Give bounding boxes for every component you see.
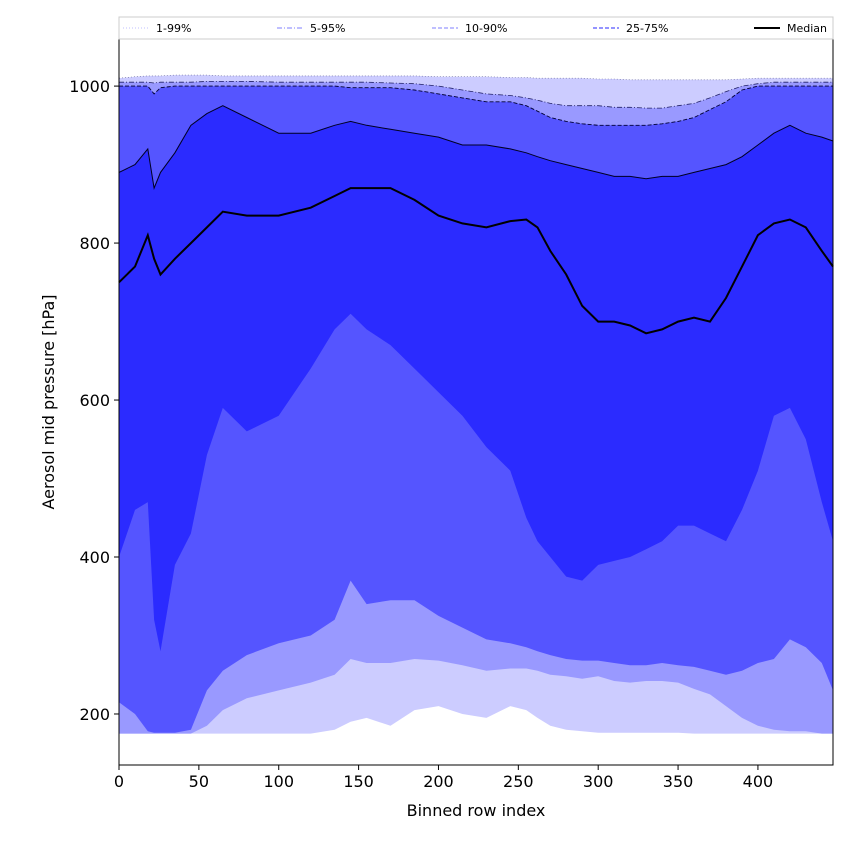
x-tick-label: 350: [663, 772, 694, 791]
median-line: [118, 187, 834, 335]
x-tick-label: 0: [114, 772, 124, 791]
y-tick-label: 200: [79, 705, 110, 724]
band-25-75: [119, 105, 833, 652]
percentile-bands: [119, 75, 833, 734]
line-95: [119, 81, 833, 109]
legend-label: 10-90%: [465, 22, 507, 35]
line-90: [119, 85, 833, 126]
y-tick-label: 1000: [69, 77, 110, 96]
legend-label: 5-95%: [310, 22, 345, 35]
y-tick-label: 600: [79, 391, 110, 410]
legend-label: 25-75%: [626, 22, 668, 35]
y-axis-ticks: 200 400 600 800 1000: [69, 77, 119, 724]
line-99: [118, 74, 833, 81]
x-axis-label: Binned row index: [407, 801, 546, 820]
legend-box: [118, 16, 834, 40]
y-tick-label: 800: [79, 234, 110, 253]
line-75: [118, 105, 834, 190]
x-tick-label: 200: [423, 772, 454, 791]
legend-label: Median: [787, 22, 827, 35]
legend-label: 1-99%: [156, 22, 191, 35]
x-tick-label: 100: [263, 772, 294, 791]
y-tick-label: 400: [79, 548, 110, 567]
x-tick-label: 50: [189, 772, 209, 791]
x-axis-ticks: 0 50 100 150 200 250 300 350 400: [114, 765, 773, 791]
x-tick-label: 150: [343, 772, 374, 791]
x-tick-label: 300: [583, 772, 614, 791]
legend: 1-99% 5-95% 10-90% 25-75% Median: [118, 16, 834, 40]
x-tick-label: 400: [743, 772, 774, 791]
x-tick-label: 250: [503, 772, 534, 791]
y-axis-label: Aerosol mid pressure [hPa]: [39, 294, 58, 509]
percentile-lines: [118, 74, 834, 335]
